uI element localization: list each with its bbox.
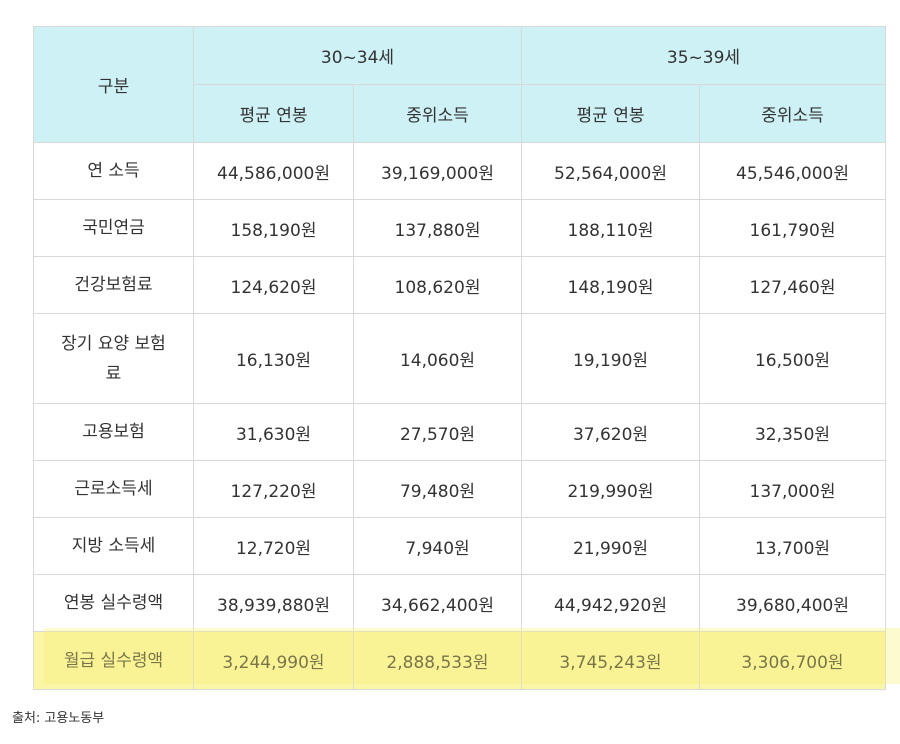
table-cell: 16,500원 [699, 313, 886, 404]
table-row-highlighted: 월급 실수령액 3,244,990원 2,888,533원 3,745,243원… [33, 631, 886, 690]
table-cell: 3,745,243원 [521, 631, 700, 690]
table-cell: 21,990원 [521, 517, 700, 575]
table-row: 연봉 실수령액 38,939,880원 34,662,400원 44,942,9… [33, 574, 886, 632]
table-cell: 13,700원 [699, 517, 886, 575]
table-header: 구분 30~34세 35~39세 평균 연봉 중위소득 평균 연봉 중위소득 [33, 26, 886, 143]
table-row: 장기 요양 보험료 16,130원 14,060원 19,190원 16,500… [33, 313, 886, 404]
salary-table: 구분 30~34세 35~39세 평균 연봉 중위소득 평균 연봉 중위소득 연… [33, 26, 886, 690]
table-cell: 7,940원 [353, 517, 522, 575]
table-cell: 137,000원 [699, 460, 886, 518]
row-label: 연봉 실수령액 [33, 574, 194, 632]
table-cell: 27,570원 [353, 403, 522, 461]
subheader-median-35-39: 중위소득 [699, 84, 886, 143]
row-label: 지방 소득세 [33, 517, 194, 575]
table-cell: 16,130원 [193, 313, 354, 404]
table-cell: 39,169,000원 [353, 142, 522, 200]
table-cell: 34,662,400원 [353, 574, 522, 632]
table-cell: 127,220원 [193, 460, 354, 518]
table-cell: 148,190원 [521, 256, 700, 314]
table-row: 지방 소득세 12,720원 7,940원 21,990원 13,700원 [33, 517, 886, 575]
table-row: 건강보험료 124,620원 108,620원 148,190원 127,460… [33, 256, 886, 314]
subheader-avg-35-39: 평균 연봉 [521, 84, 700, 143]
table-cell: 161,790원 [699, 199, 886, 257]
table-cell: 2,888,533원 [353, 631, 522, 690]
table-cell: 31,630원 [193, 403, 354, 461]
table-row: 고용보험 31,630원 27,570원 37,620원 32,350원 [33, 403, 886, 461]
row-label: 연 소득 [33, 142, 194, 200]
table-cell: 124,620원 [193, 256, 354, 314]
table-cell: 45,546,000원 [699, 142, 886, 200]
table-cell: 3,244,990원 [193, 631, 354, 690]
row-label: 장기 요양 보험료 [33, 313, 194, 404]
subheader-avg-30-34: 평균 연봉 [193, 84, 354, 143]
group-header-30-34: 30~34세 [193, 26, 522, 85]
table-cell: 127,460원 [699, 256, 886, 314]
table-cell: 37,620원 [521, 403, 700, 461]
row-label: 국민연금 [33, 199, 194, 257]
table-cell: 158,190원 [193, 199, 354, 257]
table-body: 연 소득 44,586,000원 39,169,000원 52,564,000원… [33, 142, 886, 690]
subheader-median-30-34: 중위소득 [353, 84, 522, 143]
table-cell: 44,942,920원 [521, 574, 700, 632]
row-label: 건강보험료 [33, 256, 194, 314]
table-cell: 32,350원 [699, 403, 886, 461]
table-row: 연 소득 44,586,000원 39,169,000원 52,564,000원… [33, 142, 886, 200]
corner-header: 구분 [33, 26, 194, 143]
table-cell: 44,586,000원 [193, 142, 354, 200]
table-cell: 137,880원 [353, 199, 522, 257]
row-label: 근로소득세 [33, 460, 194, 518]
table-row: 근로소득세 127,220원 79,480원 219,990원 137,000원 [33, 460, 886, 518]
row-label: 월급 실수령액 [33, 631, 194, 690]
table-cell: 38,939,880원 [193, 574, 354, 632]
row-label: 고용보험 [33, 403, 194, 461]
group-header-35-39: 35~39세 [521, 26, 886, 85]
source-caption: 출처: 고용노동부 [12, 711, 105, 726]
table-cell: 14,060원 [353, 313, 522, 404]
table-cell: 79,480원 [353, 460, 522, 518]
table-cell: 52,564,000원 [521, 142, 700, 200]
table-row: 국민연금 158,190원 137,880원 188,110원 161,790원 [33, 199, 886, 257]
table-cell: 39,680,400원 [699, 574, 886, 632]
table-cell: 108,620원 [353, 256, 522, 314]
table-cell: 12,720원 [193, 517, 354, 575]
table-cell: 188,110원 [521, 199, 700, 257]
table-cell: 19,190원 [521, 313, 700, 404]
table-cell: 3,306,700원 [699, 631, 886, 690]
table-cell: 219,990원 [521, 460, 700, 518]
